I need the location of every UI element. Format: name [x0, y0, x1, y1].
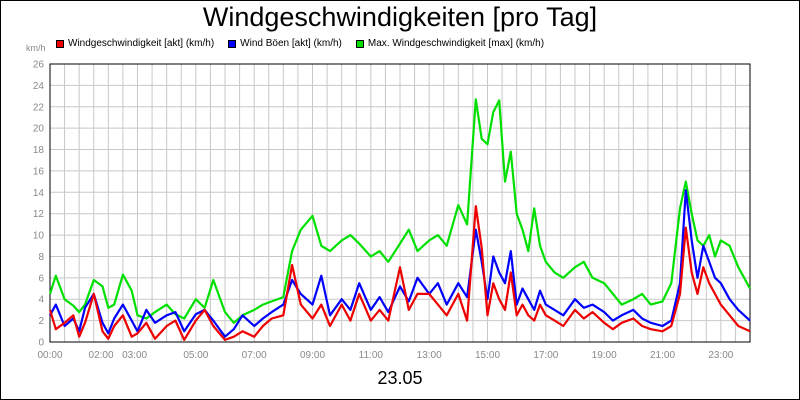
legend-label-max-windgeschwindigkeit: Max. Windgeschwindigkeit [max] (km/h): [367, 38, 545, 49]
x-tick-label: 19:00: [592, 350, 617, 361]
y-tick-label: 10: [33, 231, 45, 242]
plot-border: [49, 63, 751, 343]
y-tick-label: 24: [33, 81, 45, 92]
x-tick-label: 02:00: [89, 350, 114, 361]
legend-label-windgeschwindigkeit: Windgeschwindigkeit [akt] (km/h): [68, 38, 215, 49]
x-axis-date-label: 23.05: [377, 368, 423, 388]
chart-legend: Windgeschwindigkeit [akt] (km/h) Wind Bö…: [56, 38, 558, 49]
x-tick-label: 21:00: [650, 350, 675, 361]
legend-item-windgeschwindigkeit: Windgeschwindigkeit [akt] (km/h): [56, 38, 214, 49]
y-tick-label: 0: [38, 338, 44, 349]
y-tick-label: 20: [33, 124, 45, 135]
legend-label-wind-boeen: Wind Böen [akt] (km/h): [240, 38, 342, 49]
y-tick-label: 12: [33, 209, 45, 220]
x-tick-label: 15:00: [475, 350, 500, 361]
y-tick-label: 26: [33, 60, 45, 71]
x-tick-label: 17:00: [533, 350, 558, 361]
legend-item-wind-boeen: Wind Böen [akt] (km/h): [228, 38, 342, 49]
y-axis-unit-label: km/h: [26, 43, 46, 53]
series-line-1: [49, 189, 751, 338]
x-tick-label: 00:00: [37, 350, 62, 361]
series-line-0: [48, 98, 751, 324]
y-tick-label: 2: [38, 316, 44, 327]
x-tick-label: 05:00: [183, 350, 208, 361]
legend-swatch-green: [355, 39, 364, 48]
x-tick-label: 11:00: [359, 350, 384, 361]
legend-swatch-blue: [228, 39, 237, 48]
y-tick-label: 6: [38, 273, 44, 284]
y-tick-label: 18: [33, 145, 45, 156]
legend-swatch-red: [56, 39, 64, 48]
x-tick-label: 09:00: [300, 350, 325, 361]
x-tick-label: 23:00: [708, 350, 733, 361]
y-tick-label: 4: [38, 295, 44, 306]
series-line-2: [48, 205, 751, 341]
y-tick-label: 14: [33, 188, 45, 199]
y-tick-label: 22: [33, 102, 45, 113]
legend-item-max-windgeschwindigkeit: Max. Windgeschwindigkeit [max] (km/h): [355, 38, 545, 49]
x-tick-label: 03:00: [122, 350, 147, 361]
x-tick-label: 13:00: [417, 350, 442, 361]
y-tick-label: 16: [33, 166, 45, 177]
x-tick-label: 07:00: [242, 350, 267, 361]
chart-title: Windgeschwindigkeiten [pro Tag]: [202, 2, 598, 32]
y-tick-label: 8: [38, 252, 44, 263]
